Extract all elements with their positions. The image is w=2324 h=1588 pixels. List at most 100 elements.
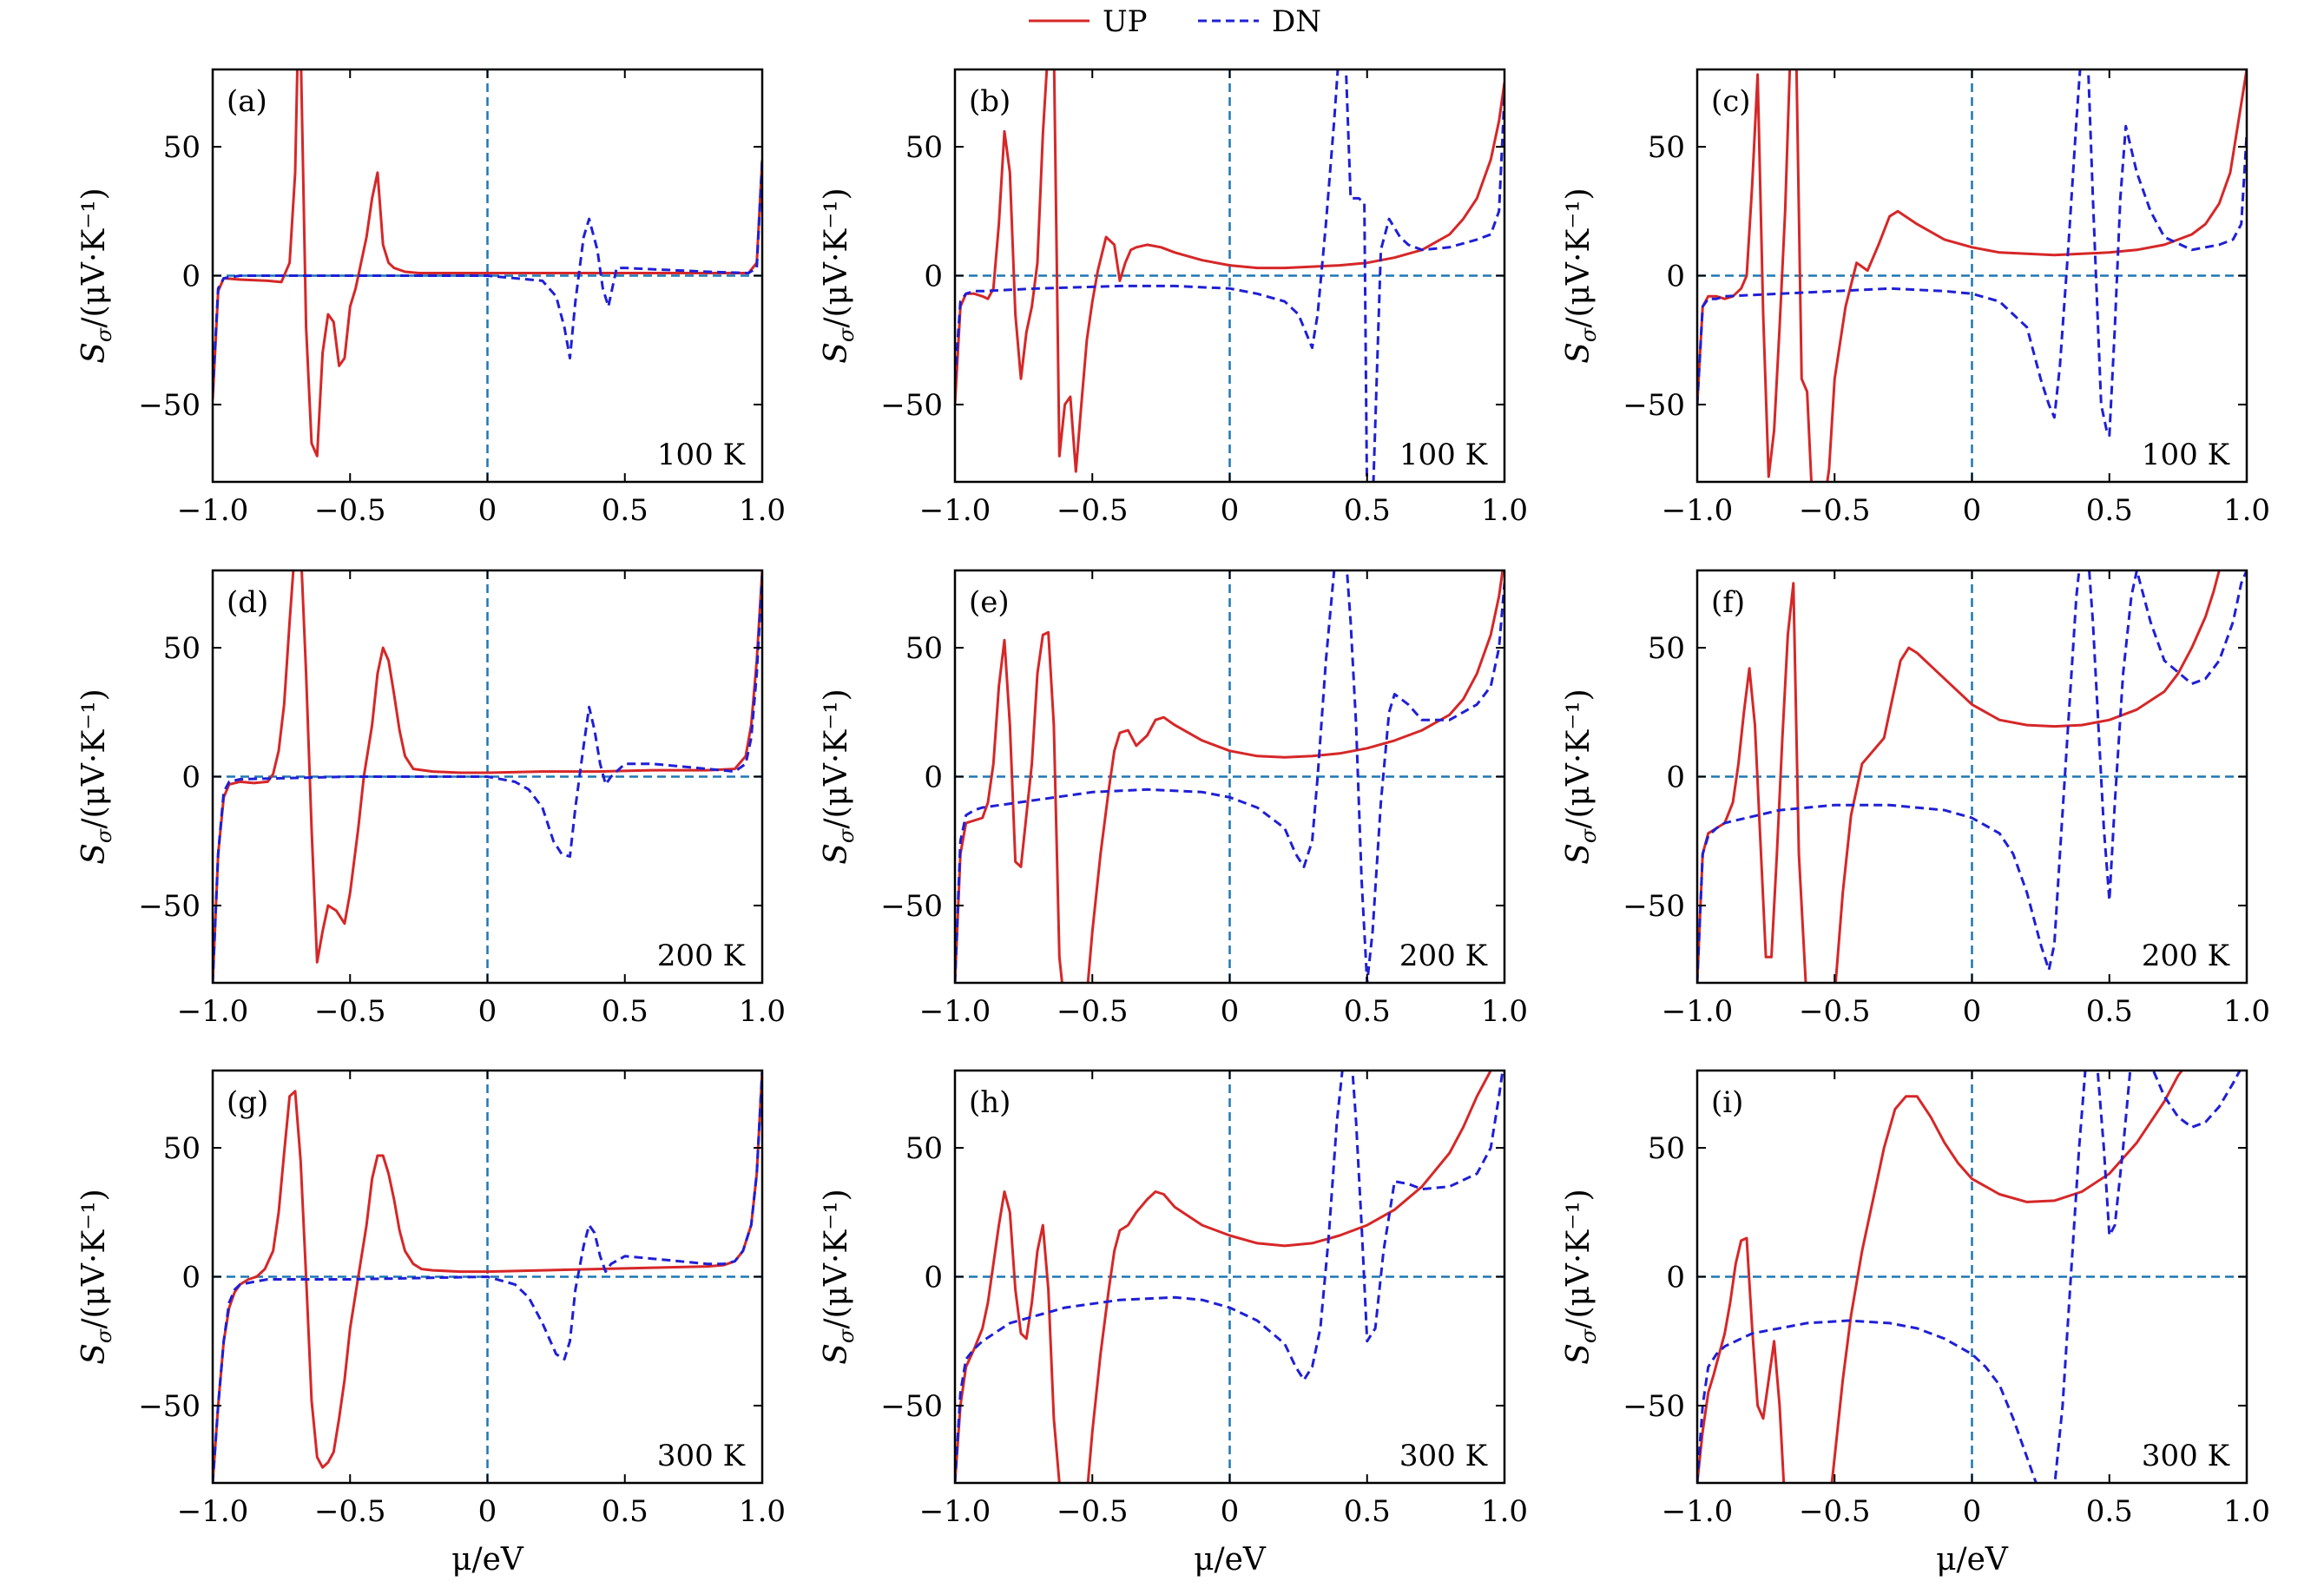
x-tick-label: 0.5 — [1344, 994, 1391, 1029]
x-tick-label: −1.0 — [919, 1494, 991, 1529]
y-tick-label: −50 — [1623, 889, 1685, 924]
x-tick-label: −1.0 — [177, 493, 249, 528]
y-axis-label: Sσ/(μV·K⁻¹) — [76, 188, 116, 363]
series-line-up — [955, 1071, 1492, 1483]
y-tick-label: 50 — [905, 1131, 943, 1166]
y-tick-label: 50 — [1648, 1131, 1685, 1166]
x-tick-label: 0 — [478, 994, 497, 1029]
x-tick-label: −1.0 — [919, 994, 991, 1029]
x-tick-label: 0 — [478, 493, 497, 528]
temperature-label: 200 K — [657, 939, 746, 973]
panel-tag: (d) — [227, 585, 268, 620]
y-axis-label: Sσ/(μV·K⁻¹) — [1561, 1189, 1601, 1364]
x-tick-label: 1.0 — [2223, 994, 2270, 1029]
panel-tag: (g) — [227, 1085, 268, 1120]
y-axis-label: Sσ/(μV·K⁻¹) — [819, 1189, 859, 1364]
y-axis-label: Sσ/(μV·K⁻¹) — [819, 188, 859, 363]
x-tick-label: 0.5 — [2086, 994, 2133, 1029]
series-line-up — [1697, 570, 2221, 983]
panel-a: −1.0 −0.5 0 0.5 1.0 50 0 −50 (a) 100 K Sσ/(μV·K⁻¹) — [76, 68, 786, 528]
panels: −1.0 −0.5 0 0.5 1.0 50 0 −50 (a) 100 K Sσ/(μV·K⁻¹)… — [76, 68, 2270, 1578]
temperature-label: 100 K — [1399, 438, 1488, 472]
x-tick-label: 0.5 — [602, 493, 648, 528]
x-tick-label: −0.5 — [1799, 1494, 1871, 1529]
series-line-dn — [1697, 69, 2247, 438]
y-tick-label: 0 — [181, 1261, 201, 1295]
temperature-label: 300 K — [657, 1439, 746, 1473]
x-tick-label: 0 — [1963, 1494, 1982, 1529]
x-tick-label: −0.5 — [1799, 994, 1871, 1029]
series-group — [955, 570, 1504, 983]
x-tick-label: 0.5 — [1344, 493, 1391, 528]
series-group — [955, 1071, 1504, 1483]
x-tick-label: −1.0 — [919, 493, 991, 528]
temperature-label: 300 K — [2142, 1439, 2230, 1473]
y-axis-label: Sσ/(μV·K⁻¹) — [1561, 689, 1601, 864]
series-line-dn — [955, 1071, 1504, 1483]
x-tick-label: 1.0 — [739, 994, 786, 1029]
panel-c: −1.0 −0.5 0 0.5 1.0 50 0 −50 (c) 100 K Sσ/(μV·K⁻¹) — [1561, 68, 2270, 528]
y-tick-label: 50 — [163, 130, 201, 165]
x-tick-label: 1.0 — [1481, 493, 1528, 528]
series-line-dn — [1697, 1071, 2242, 1483]
y-tick-label: 0 — [924, 761, 943, 795]
x-tick-label: −1.0 — [1662, 994, 1734, 1029]
series-line-up — [955, 570, 1504, 983]
y-tick-label: 50 — [905, 631, 943, 666]
panel-tag: (c) — [1711, 84, 1751, 119]
temperature-label: 100 K — [2142, 438, 2230, 472]
series-line-dn — [1697, 570, 2247, 983]
temperature-label: 100 K — [657, 438, 746, 472]
series-group — [1697, 1071, 2242, 1483]
y-axis-label: Sσ/(μV·K⁻¹) — [819, 689, 859, 864]
x-tick-label: −0.5 — [314, 1494, 386, 1529]
panel-b: −1.0 −0.5 0 0.5 1.0 50 0 −50 (b) 100 K Sσ/(μV·K⁻¹) — [819, 68, 1528, 528]
panel-h: −1.0 −0.5 0 0.5 1.0 50 0 −50 (h) 300 K Sσ/(μV·K⁻¹)… — [819, 1069, 1528, 1578]
y-tick-label: −50 — [880, 1389, 943, 1424]
panel-tag: (b) — [969, 84, 1011, 119]
x-tick-label: 0 — [1221, 994, 1240, 1029]
y-tick-label: 0 — [924, 1261, 943, 1295]
panel-tag: (e) — [969, 585, 1010, 620]
y-axis-label: Sσ/(μV·K⁻¹) — [76, 689, 116, 864]
series-line-up — [1697, 69, 2247, 482]
series-line-dn — [955, 69, 1504, 482]
legend-dn-label: DN — [1272, 4, 1321, 39]
x-tick-label: −1.0 — [1662, 1494, 1734, 1529]
x-tick-label: −0.5 — [314, 493, 386, 528]
panel-f: −1.0 −0.5 0 0.5 1.0 50 0 −50 (f) 200 K Sσ/(μV·K⁻¹) — [1561, 569, 2270, 1029]
x-tick-label: 0.5 — [2086, 1494, 2133, 1529]
panel-tag: (a) — [227, 84, 267, 119]
x-tick-label: −1.0 — [177, 1494, 249, 1529]
series-line-dn — [955, 570, 1504, 983]
x-axis-label: μ/eV — [1936, 1542, 2009, 1578]
x-tick-label: 1.0 — [2223, 493, 2270, 528]
x-tick-label: 0.5 — [1344, 1494, 1391, 1529]
x-tick-label: 0 — [1221, 493, 1240, 528]
temperature-label: 200 K — [2142, 939, 2230, 973]
series-line-up — [213, 570, 762, 983]
panel-i: −1.0 −0.5 0 0.5 1.0 50 0 −50 (i) 300 K Sσ/(μV·K⁻¹)… — [1561, 1069, 2270, 1578]
panel-g: −1.0 −0.5 0 0.5 1.0 50 0 −50 (g) 300 K Sσ/(μV·K⁻¹)… — [76, 1069, 786, 1578]
series-line-up — [213, 69, 762, 458]
x-tick-label: −0.5 — [1057, 493, 1129, 528]
y-tick-label: 50 — [1648, 130, 1685, 165]
y-tick-label: 0 — [1666, 761, 1685, 795]
y-tick-label: 0 — [1666, 260, 1685, 294]
x-tick-label: −0.5 — [314, 994, 386, 1029]
x-tick-label: 1.0 — [739, 493, 786, 528]
temperature-label: 300 K — [1399, 1439, 1488, 1473]
y-tick-label: −50 — [138, 388, 201, 423]
y-tick-label: 0 — [181, 761, 201, 795]
panel-tag: (i) — [1711, 1085, 1743, 1120]
y-axis-label: Sσ/(μV·K⁻¹) — [1561, 188, 1601, 363]
x-tick-label: 0 — [1221, 1494, 1240, 1529]
legend: UP DN — [1029, 4, 1321, 39]
x-axis-label: μ/eV — [1194, 1542, 1267, 1578]
y-tick-label: 0 — [181, 260, 201, 294]
series-group — [213, 570, 762, 983]
x-tick-label: 1.0 — [739, 1494, 786, 1529]
x-tick-label: 0.5 — [2086, 493, 2133, 528]
x-tick-label: 1.0 — [2223, 1494, 2270, 1529]
